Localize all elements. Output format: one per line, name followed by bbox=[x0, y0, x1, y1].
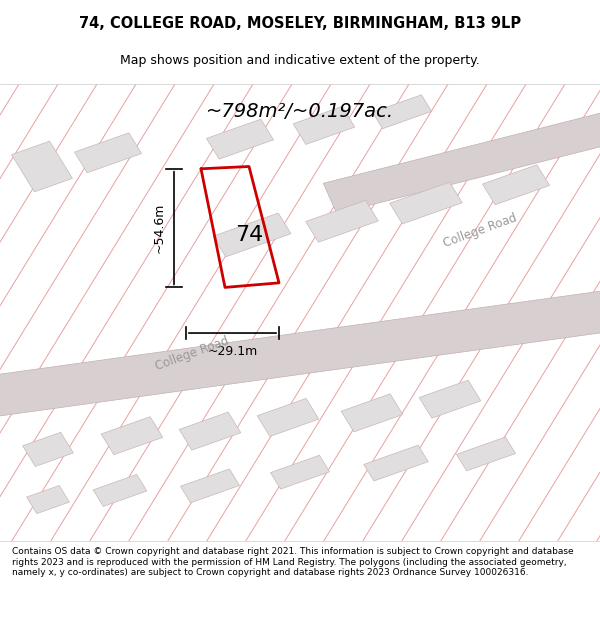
Polygon shape bbox=[323, 92, 600, 214]
Polygon shape bbox=[213, 213, 291, 257]
Polygon shape bbox=[341, 394, 403, 432]
Text: ~29.1m: ~29.1m bbox=[208, 345, 257, 358]
Text: Contains OS data © Crown copyright and database right 2021. This information is : Contains OS data © Crown copyright and d… bbox=[12, 548, 574, 577]
Polygon shape bbox=[457, 437, 515, 471]
Text: ~798m²/~0.197ac.: ~798m²/~0.197ac. bbox=[206, 102, 394, 121]
Polygon shape bbox=[306, 200, 378, 242]
Polygon shape bbox=[179, 412, 241, 450]
Text: 74, COLLEGE ROAD, MOSELEY, BIRMINGHAM, B13 9LP: 74, COLLEGE ROAD, MOSELEY, BIRMINGHAM, B… bbox=[79, 16, 521, 31]
Polygon shape bbox=[293, 106, 355, 144]
Polygon shape bbox=[93, 474, 147, 506]
Polygon shape bbox=[23, 432, 73, 466]
Polygon shape bbox=[271, 455, 329, 489]
Polygon shape bbox=[74, 133, 142, 172]
Polygon shape bbox=[0, 288, 600, 419]
Polygon shape bbox=[390, 182, 462, 224]
Polygon shape bbox=[482, 165, 550, 205]
Polygon shape bbox=[26, 486, 70, 514]
Text: 74: 74 bbox=[235, 225, 263, 245]
Polygon shape bbox=[373, 95, 431, 129]
Text: College Road: College Road bbox=[442, 211, 518, 250]
Polygon shape bbox=[11, 141, 73, 192]
Polygon shape bbox=[257, 398, 319, 436]
Polygon shape bbox=[181, 469, 239, 503]
Polygon shape bbox=[364, 445, 428, 481]
Text: Map shows position and indicative extent of the property.: Map shows position and indicative extent… bbox=[120, 54, 480, 68]
Polygon shape bbox=[101, 417, 163, 455]
Text: ~54.6m: ~54.6m bbox=[152, 203, 166, 253]
Text: College Road: College Road bbox=[154, 334, 230, 373]
Polygon shape bbox=[206, 119, 274, 159]
Polygon shape bbox=[419, 380, 481, 418]
